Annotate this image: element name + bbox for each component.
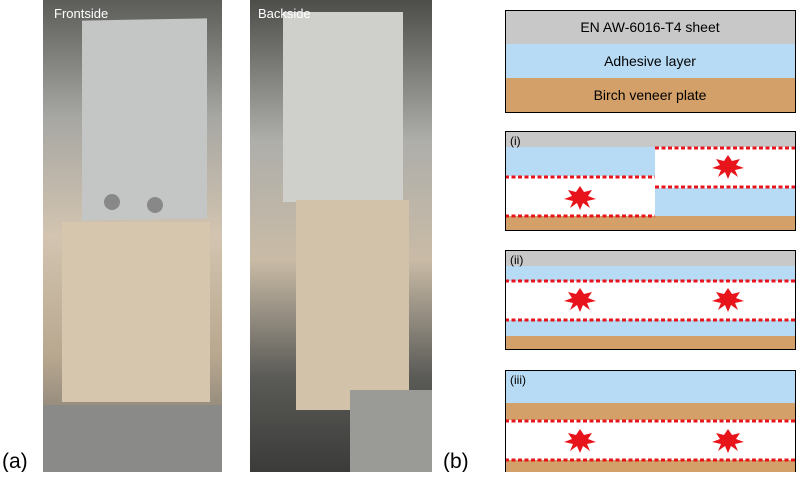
legend-label: Adhesive layer [604, 53, 696, 69]
legend-label: EN AW-6016-T4 sheet [580, 19, 719, 35]
photo-label: Frontside [54, 6, 108, 21]
legend: EN AW-6016-T4 sheet Adhesive layer Birch… [505, 10, 796, 113]
case-label: (iii) [510, 373, 526, 387]
photo-frontside: Frontside [43, 0, 222, 472]
figure: Frontside Backside (a) (b) EN AW-6016-T4… [0, 0, 797, 472]
panel-label: (a) [2, 450, 28, 472]
case-diagram: (ii) [505, 250, 796, 350]
case-diagram: (iii) [505, 370, 796, 472]
panel-label: (b) [443, 450, 469, 472]
case-diagram: (i) [505, 131, 796, 231]
legend-label: Birch veneer plate [594, 87, 707, 103]
case-label: (i) [510, 134, 521, 148]
photo-label: Backside [258, 6, 311, 21]
case-label: (ii) [510, 253, 523, 267]
photo-backside: Backside [250, 0, 432, 472]
